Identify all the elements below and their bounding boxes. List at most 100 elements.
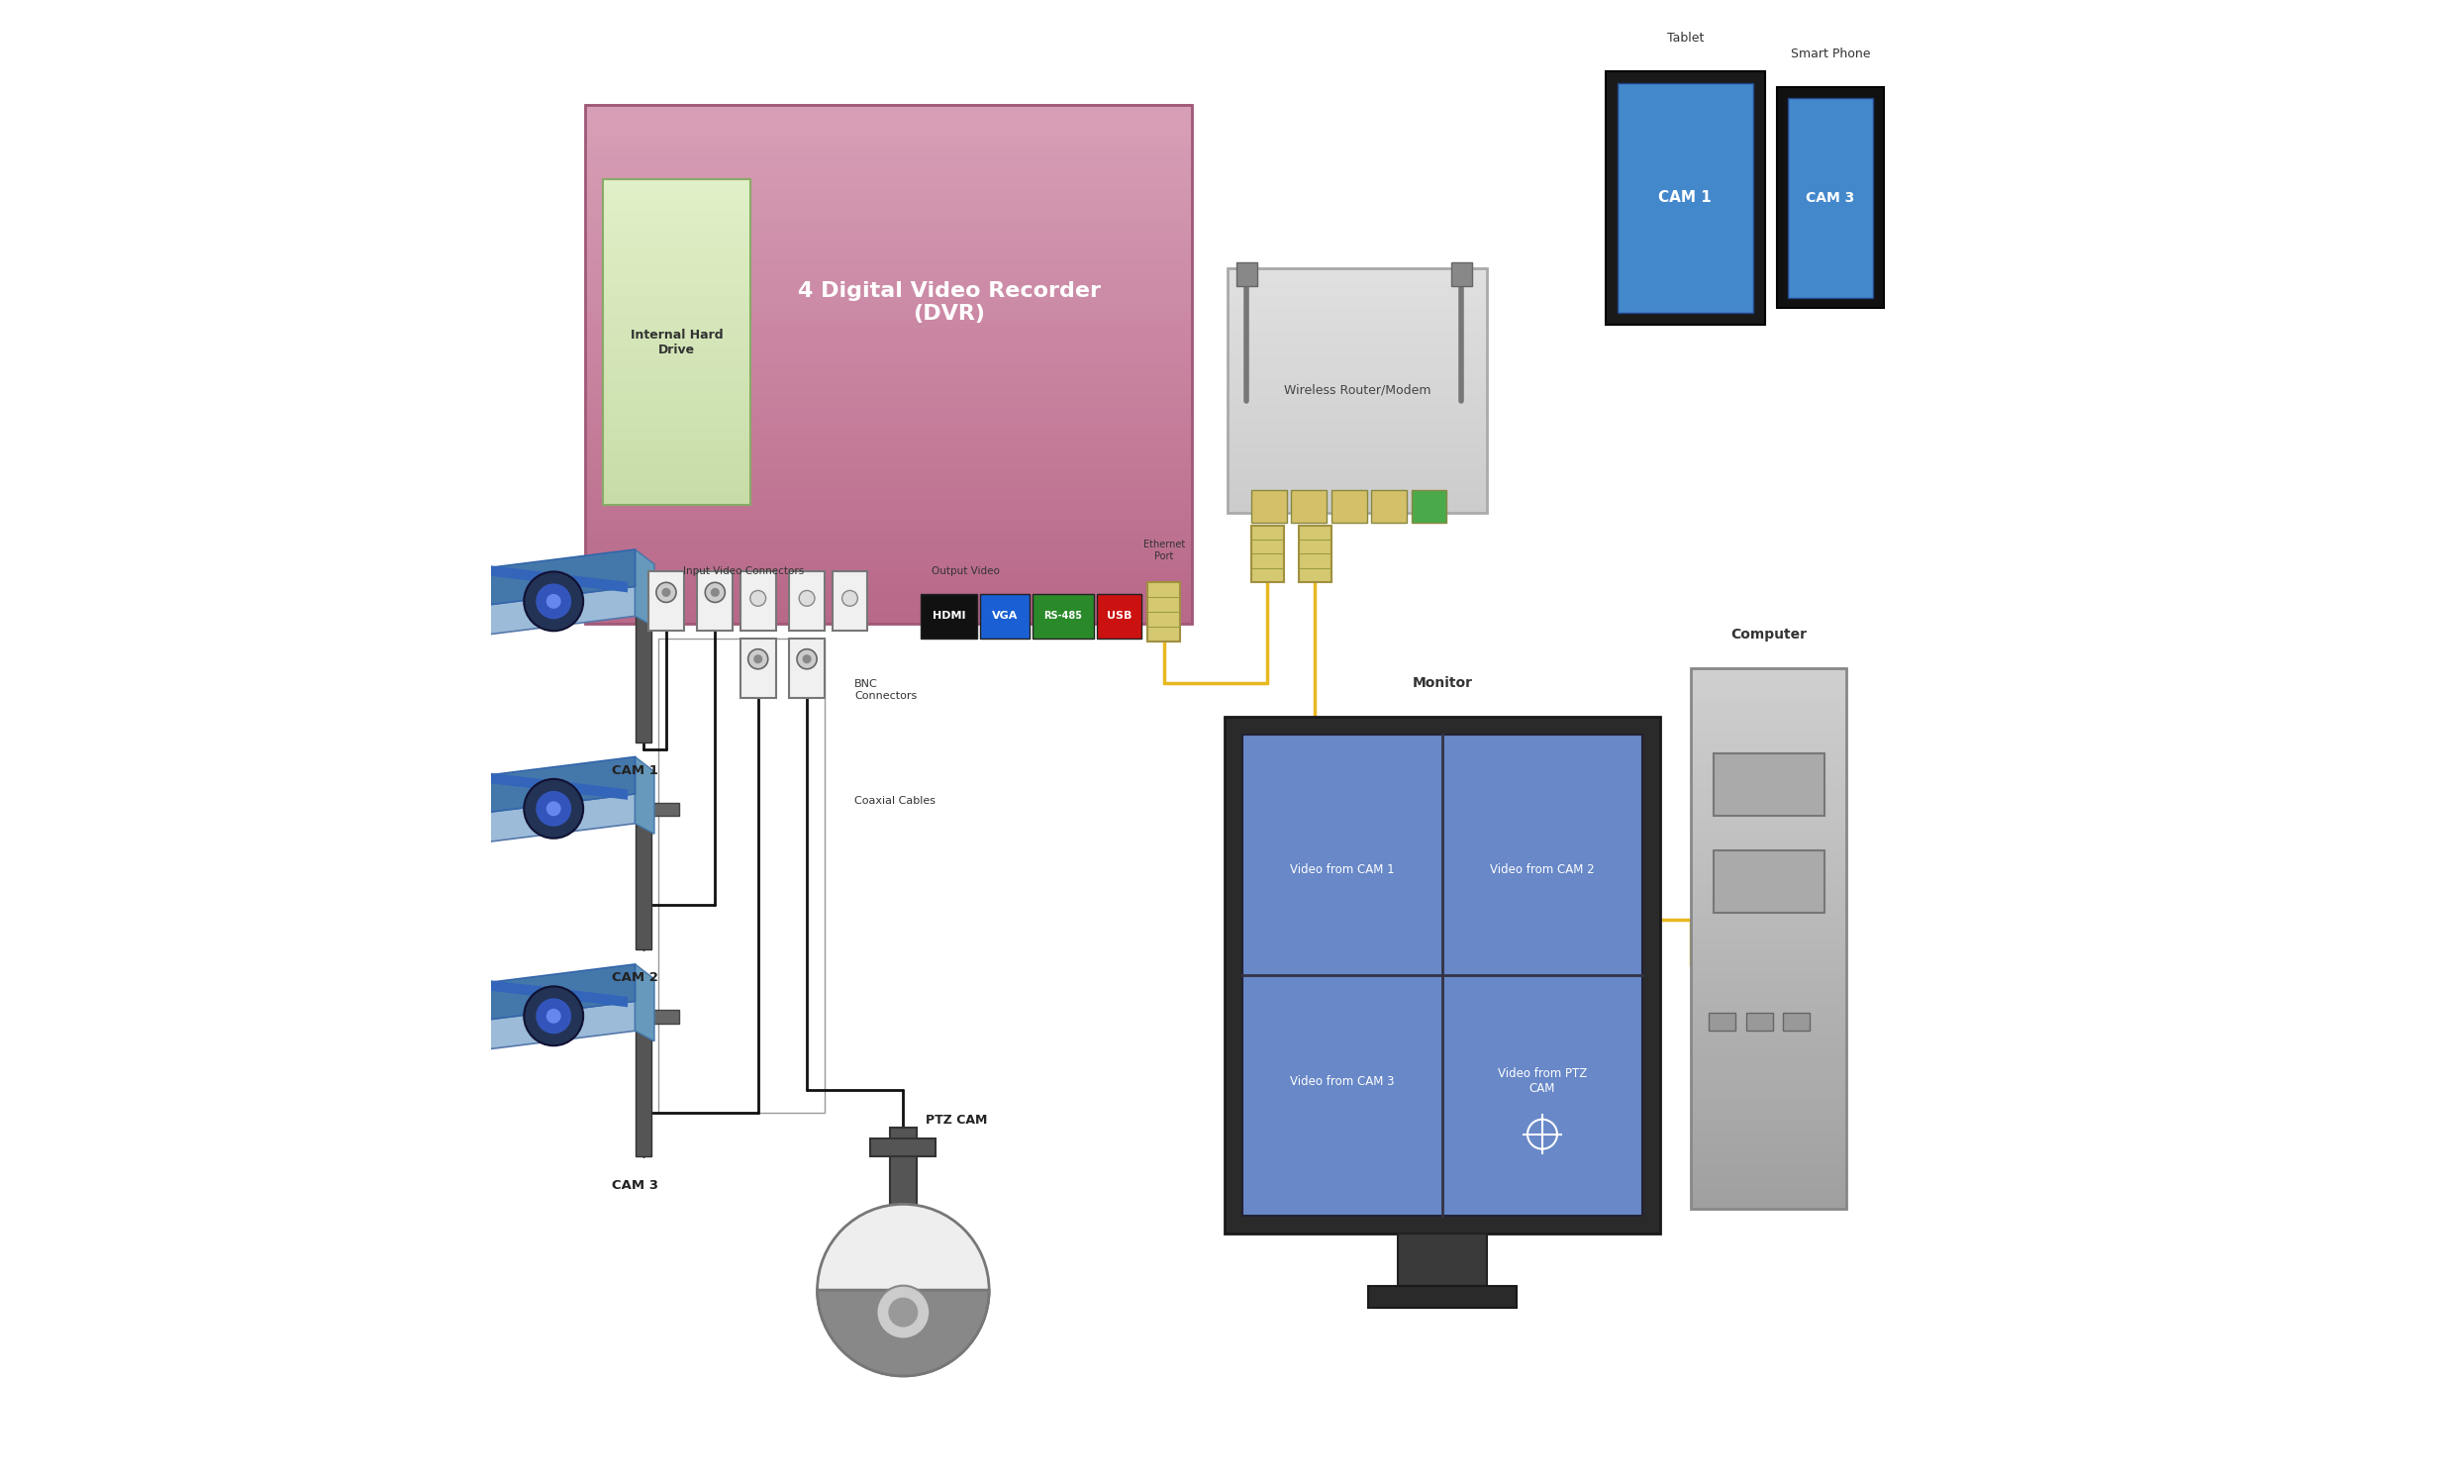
Text: Video from CAM 1: Video from CAM 1	[1291, 864, 1395, 876]
Bar	[636, 595, 680, 608]
Bar	[584, 613, 1193, 623]
Bar	[584, 218, 1193, 230]
Bar	[604, 289, 752, 297]
Bar	[1227, 418, 1486, 424]
Bar	[1690, 895, 1846, 905]
Bar	[1227, 278, 1486, 282]
Bar	[1227, 375, 1486, 380]
Circle shape	[749, 649, 769, 669]
Bar	[1227, 355, 1486, 361]
Bar	[584, 104, 1193, 116]
Polygon shape	[458, 794, 636, 846]
Bar	[890, 1128, 917, 1230]
Bar	[1227, 312, 1486, 318]
Bar	[604, 420, 752, 427]
Bar	[1225, 717, 1661, 1233]
Bar	[584, 519, 1193, 530]
Bar	[584, 582, 1193, 592]
Bar	[584, 280, 1193, 292]
Bar	[604, 191, 752, 199]
Bar	[604, 478, 752, 485]
Bar	[1690, 959, 1846, 971]
Bar	[739, 571, 776, 631]
Bar	[604, 257, 752, 264]
Bar	[584, 156, 1193, 168]
Bar	[636, 803, 680, 816]
Bar	[1690, 1165, 1846, 1177]
Bar	[1451, 263, 1471, 286]
Polygon shape	[480, 979, 628, 1008]
Bar	[604, 472, 752, 479]
Bar	[584, 166, 1193, 178]
Bar	[604, 178, 752, 186]
Text: BNC
Connectors: BNC Connectors	[855, 680, 917, 700]
Bar	[1777, 88, 1882, 309]
Text: Ethernet
Port: Ethernet Port	[1143, 540, 1185, 561]
Bar	[1227, 331, 1486, 337]
Bar	[584, 260, 1193, 272]
Bar	[1397, 1233, 1486, 1285]
Bar	[604, 355, 752, 362]
Bar	[1690, 1132, 1846, 1144]
Bar	[584, 270, 1193, 282]
Bar	[604, 276, 752, 283]
Bar	[1690, 1057, 1846, 1068]
Bar	[604, 315, 752, 322]
Bar	[604, 224, 752, 232]
Bar	[1690, 850, 1846, 862]
Bar	[1690, 830, 1846, 841]
Bar	[697, 571, 732, 631]
Bar	[1227, 326, 1486, 331]
Bar	[1227, 267, 1486, 273]
Bar	[604, 413, 752, 420]
Bar	[1227, 444, 1486, 448]
Bar	[1690, 1186, 1846, 1198]
Bar	[584, 343, 1193, 353]
Bar	[1690, 754, 1846, 766]
Bar	[604, 309, 752, 316]
Text: RS-485: RS-485	[1045, 611, 1082, 620]
Text: Coaxial Cables: Coaxial Cables	[855, 797, 936, 806]
Bar	[1227, 370, 1486, 375]
Bar	[1227, 399, 1486, 405]
Bar	[584, 301, 1193, 313]
Text: CAM 3: CAM 3	[611, 1178, 658, 1192]
Bar	[1712, 850, 1823, 913]
Bar	[1227, 384, 1486, 390]
Bar	[1252, 490, 1286, 522]
Bar	[1227, 272, 1486, 278]
Bar	[1227, 493, 1486, 497]
Bar	[636, 1017, 650, 1156]
Circle shape	[890, 1297, 919, 1327]
Bar	[584, 125, 1193, 137]
Bar	[1690, 743, 1846, 754]
Bar	[1690, 948, 1846, 960]
Bar	[1690, 1143, 1846, 1155]
Bar	[604, 328, 752, 335]
Text: CAM 3: CAM 3	[1806, 191, 1855, 205]
Bar	[1227, 335, 1486, 341]
Bar	[1227, 316, 1486, 322]
Bar	[1227, 472, 1486, 478]
Bar	[1690, 797, 1846, 809]
Bar	[584, 509, 1193, 519]
Bar	[584, 436, 1193, 447]
Bar	[1712, 754, 1823, 816]
Bar	[1690, 807, 1846, 819]
Bar	[922, 594, 978, 638]
Bar	[1227, 467, 1486, 473]
Bar	[604, 180, 752, 505]
Bar	[1227, 414, 1486, 420]
Bar	[1690, 1014, 1846, 1025]
Text: Smart Phone: Smart Phone	[1791, 47, 1870, 61]
Text: Wireless Router/Modem: Wireless Router/Modem	[1284, 384, 1432, 396]
Bar	[1227, 482, 1486, 488]
Bar	[604, 426, 752, 433]
Bar	[636, 809, 650, 950]
Bar	[1227, 350, 1486, 356]
Text: PTZ CAM: PTZ CAM	[926, 1113, 988, 1126]
Bar	[584, 478, 1193, 488]
Bar	[1227, 365, 1486, 371]
Bar	[1690, 938, 1846, 950]
Bar	[584, 540, 1193, 551]
